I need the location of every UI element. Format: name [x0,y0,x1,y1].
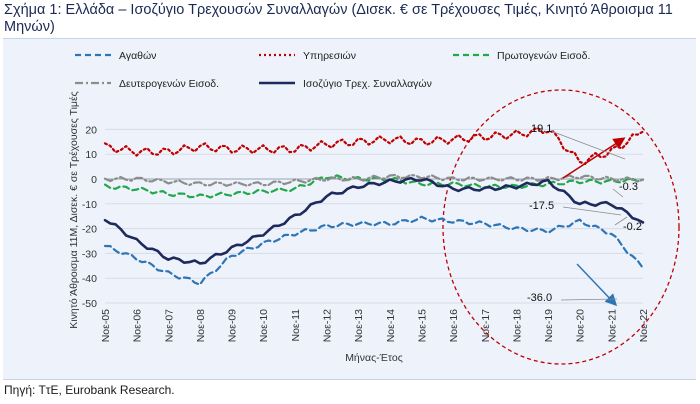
legend-label: Ισοζύγιο Τρεχ. Συναλλαγών [303,78,432,90]
annotation-label: -36.0 [527,292,552,304]
source-note: Πηγή: ΤτΕ, Eurobank Research. [4,383,175,397]
x-tick-label: Noε-16 [448,309,460,342]
y-tick-label: -50 [82,298,97,310]
annotation-label: -0.2 [623,221,642,233]
x-tick-label: Noε-19 [543,309,555,342]
x-tick-label: Noε-15 [416,309,428,342]
x-tick-label: Noε-14 [385,309,397,342]
annotation-leader [614,216,628,226]
y-tick-label: 20 [85,124,97,136]
series-line [103,215,645,286]
y-axis-title: Κινητό Άθροισμα 11Μ, Δισεκ. € σε Τρέχουσ… [68,91,80,328]
series-line [103,173,645,187]
x-tick-label: Noε-13 [353,309,365,342]
x-tick-label: Noε-06 [132,309,144,342]
highlight-circle [442,89,680,365]
x-axis-title: Μήνας-Έτος [345,352,403,364]
series-line [103,174,645,199]
annotation-label: 19.1 [531,123,552,135]
annotation-leader [562,206,622,216]
legend-label: Πρωτογενών Εισοδ. [497,50,590,62]
series-line [103,176,645,265]
x-tick-label: Noε-18 [511,309,523,342]
trend-arrow-up [562,137,626,179]
figure-title: Σχήμα 1: Ελλάδα – Ισοζύγιο Τρεχουσών Συν… [4,2,673,35]
x-tick-label: Noε-12 [322,309,334,342]
legend-label: Αγαθών [119,50,156,62]
series-line [103,126,645,165]
x-tick-label: Noε-11 [290,309,302,342]
y-tick-label: 0 [91,174,97,186]
x-tick-label: Noε-08 [195,309,207,342]
x-tick-label: Noε-22 [638,309,650,342]
y-tick-label: -20 [82,224,97,236]
y-tick-label: -10 [82,199,97,211]
legend-label: Δευτερογενών Εισοδ. [119,78,219,90]
x-tick-label: Noε-05 [100,309,112,342]
trend-arrow-down [576,263,618,307]
x-tick-label: Noε-20 [575,309,587,342]
x-tick-label: Noε-21 [606,309,618,342]
y-tick-label: -40 [82,273,97,285]
y-tick-label: 10 [85,149,97,161]
x-tick-label: Noε-17 [480,309,492,342]
chart-area: -50 -40 -30 -20 -10 0 10 20 Noε-05 Noε-06 Noε-07 No… [3,38,696,380]
x-tick-label: Noε-09 [227,309,239,342]
x-tick-label: Noε-10 [258,309,270,342]
annotation-leader [550,130,626,160]
y-tick-label: -30 [82,248,97,260]
annotation-label: -0.3 [619,181,638,193]
x-tick-label: Noε-07 [163,309,175,342]
annotation-leader [560,298,618,301]
annotation-label: -17.5 [529,200,554,212]
annotation-leader [612,188,624,198]
legend-label: Υπηρεσιών [303,50,356,62]
line-chart: -50 -40 -30 -20 -10 0 10 20 Noε-05 Noε-06 Noε-07 No… [68,50,680,365]
